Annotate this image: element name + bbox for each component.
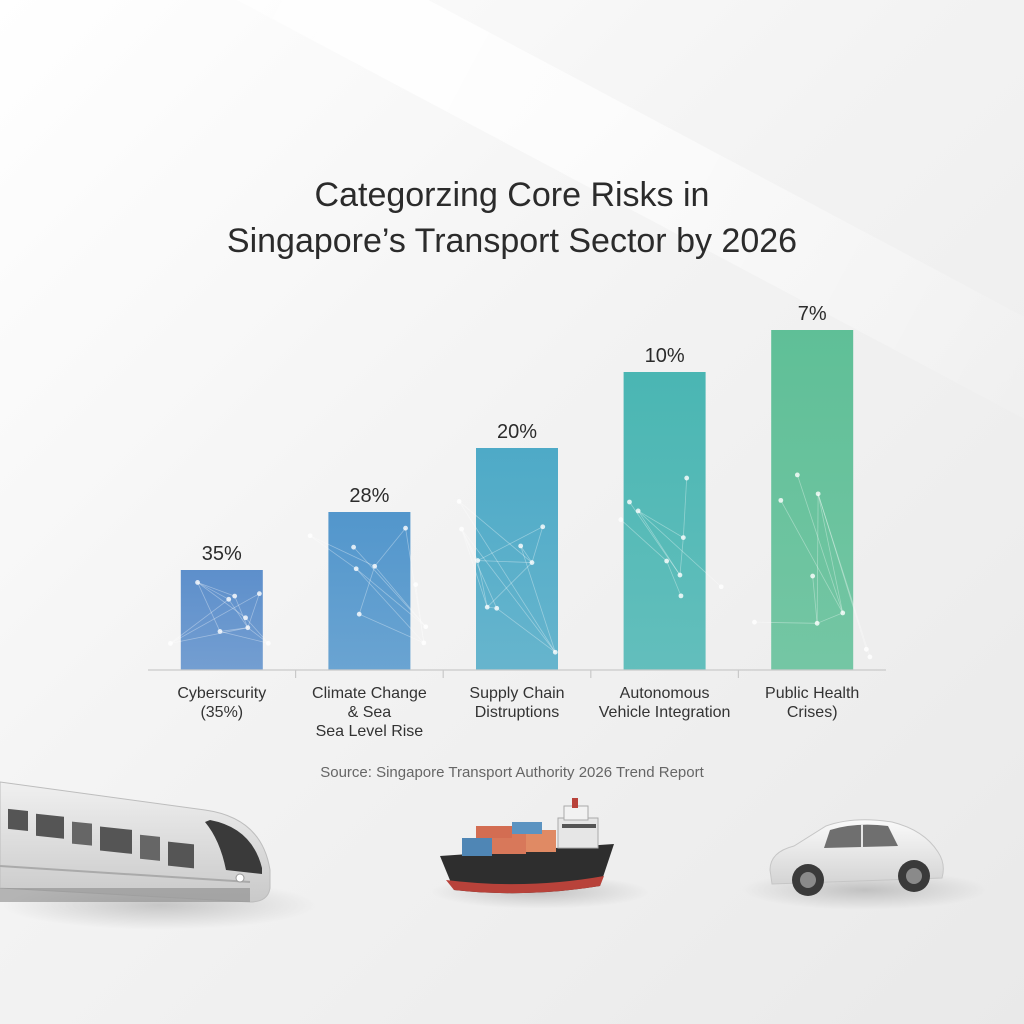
chart-title-line-2: Singapore’s Transport Sector by 2026 — [226, 222, 798, 260]
bar-3 — [476, 448, 558, 670]
bar-2 — [328, 512, 411, 670]
x-tick-label: Cyberscurity (35%) — [177, 685, 266, 721]
chart-title-line-1: Categorzing Core Risks in — [314, 176, 710, 214]
bar-chart: 35% 28% 20% 10% 7% Cyberscurity (35%) Climate C… — [148, 303, 886, 740]
bar-value-label: 20% — [497, 421, 537, 443]
bar-value-label: 28% — [349, 485, 389, 507]
car-icon — [769, 819, 944, 896]
bar-4 — [623, 372, 706, 670]
bar-value-label: 10% — [645, 345, 685, 367]
bar-value-label: 35% — [202, 543, 242, 565]
bar-1 — [180, 570, 263, 670]
network-decoration — [168, 472, 873, 660]
source-note: Source: Singapore Transport Authority 20… — [320, 764, 704, 781]
x-tick-label: Autonomous Vehicle Integration — [599, 685, 731, 721]
bar-value-label: 7% — [798, 303, 827, 325]
x-tick-label: Supply Chain Distruptions — [469, 685, 564, 721]
x-tick-label: Climate Change & Sea Sea Level Rise — [312, 685, 427, 740]
bar-5 — [771, 330, 854, 670]
cargo-ship-icon — [440, 798, 614, 894]
train-icon — [0, 781, 271, 903]
chart-title: Categorzing Core Risks in Singapore’s Tr… — [0, 172, 1024, 264]
x-tick-label: Public Health Crises) — [765, 685, 859, 721]
